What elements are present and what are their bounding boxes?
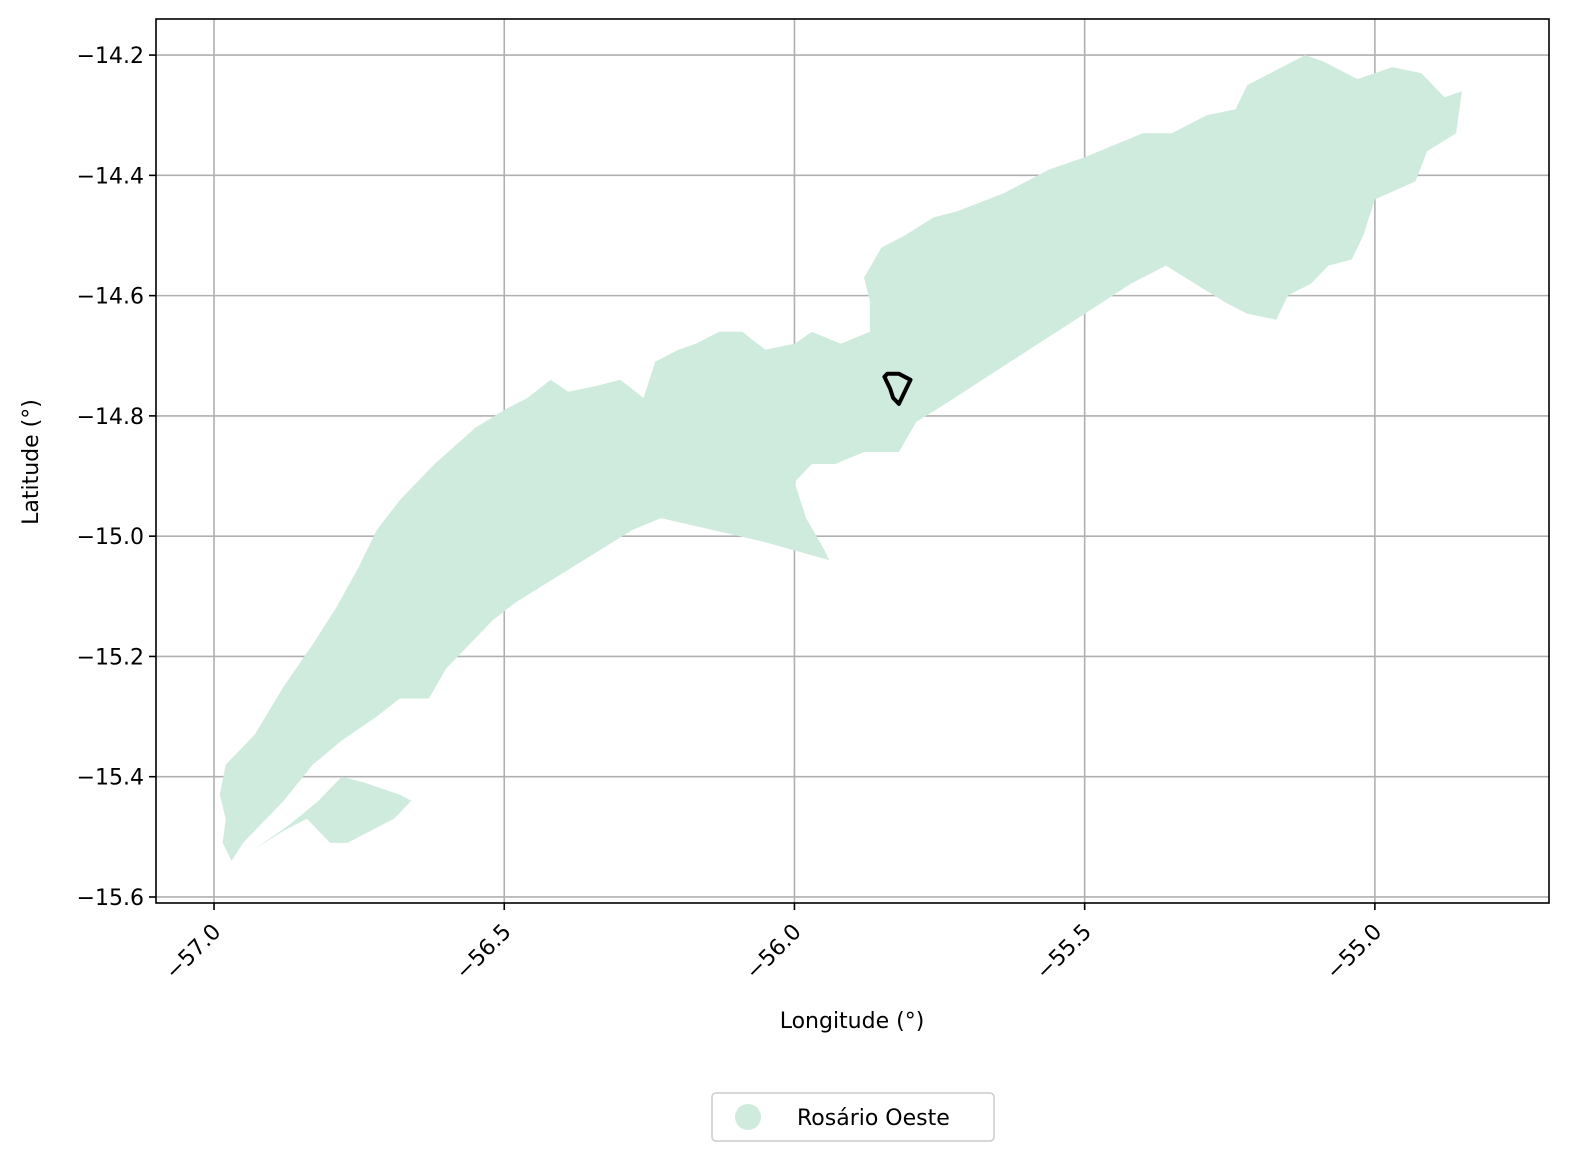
y-tick-label-7: −15.6 xyxy=(77,886,144,911)
x-axis-title: Longitude (°) xyxy=(780,1009,925,1034)
y-tick-label-6: −15.4 xyxy=(77,766,144,791)
y-tick-label-3: −14.8 xyxy=(77,405,144,430)
legend: Rosário Oeste xyxy=(712,1093,994,1141)
y-tick-label-5: −15.2 xyxy=(77,645,144,670)
legend-label-rosario-oeste: Rosário Oeste xyxy=(797,1106,950,1131)
y-tick-label-0: −14.2 xyxy=(77,44,144,69)
legend-marker-rosario-oeste xyxy=(735,1104,761,1130)
y-tick-label-4: −15.0 xyxy=(77,525,144,550)
y-tick-label-1: −14.4 xyxy=(77,164,144,189)
y-tick-label-2: −14.6 xyxy=(77,285,144,310)
y-axis-title: Latitude (°) xyxy=(19,399,44,525)
